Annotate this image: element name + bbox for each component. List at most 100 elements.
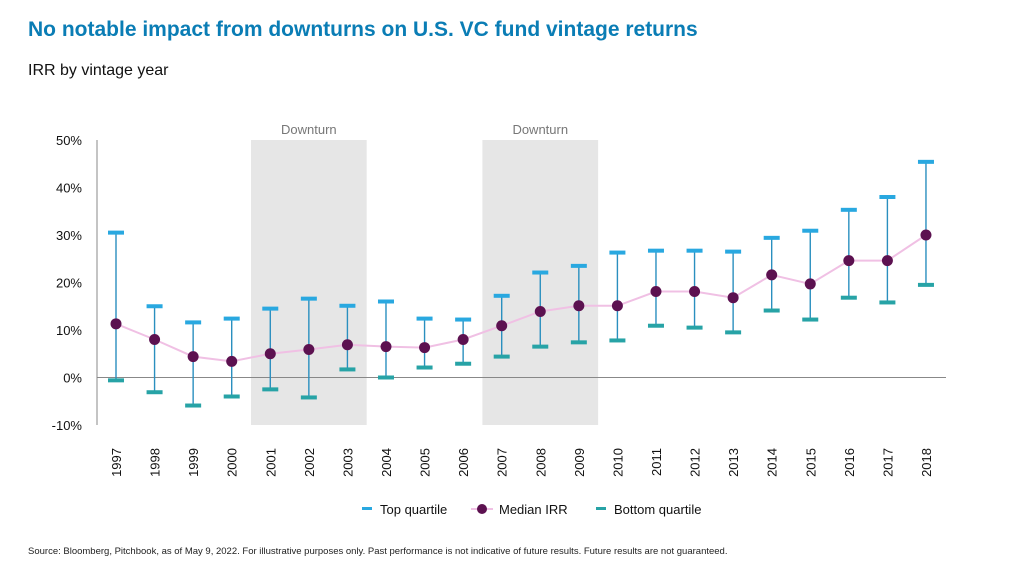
bottom-quartile-marker (879, 300, 896, 305)
x-tick-label: 2013 (726, 448, 741, 477)
top-quartile-marker (725, 249, 742, 254)
median-point (881, 255, 893, 267)
x-tick-label: 1997 (109, 448, 124, 477)
bottom-quartile-marker (108, 378, 124, 383)
top-quartile-marker (377, 299, 394, 304)
median-point (187, 351, 199, 363)
top-quartile-marker (223, 316, 240, 321)
bottom-quartile-marker (725, 330, 742, 335)
y-tick-label: 0% (63, 371, 82, 386)
top-quartile-marker (879, 195, 896, 199)
top-quartile-marker (802, 228, 819, 233)
median-point (149, 334, 161, 345)
top-quartile-marker (108, 230, 124, 235)
bottom-quartile-marker (185, 403, 202, 408)
median-point (804, 278, 816, 290)
legend-top-quartile: Top quartile (380, 502, 447, 517)
median-point (341, 339, 353, 351)
x-tick-label: 2017 (880, 448, 895, 477)
bottom-quartile-marker (146, 390, 163, 395)
median-point (650, 286, 662, 298)
top-quartile-marker (570, 263, 587, 268)
x-tick-label: 2003 (340, 448, 355, 477)
y-tick-label: 20% (56, 276, 82, 291)
median-point (496, 320, 508, 332)
bottom-quartile-marker (802, 317, 819, 322)
x-tick-label: 2006 (456, 448, 471, 477)
bottom-quartile-marker (840, 295, 857, 300)
legend-median-icon (477, 504, 487, 514)
x-tick-label: 2000 (225, 448, 240, 477)
top-quartile-marker (300, 296, 317, 301)
median-point (380, 341, 392, 353)
downturn-label: Downturn (512, 122, 568, 137)
source-note: Source: Bloomberg, Pitchbook, as of May … (28, 546, 728, 557)
bottom-quartile-marker (339, 367, 356, 372)
median-point (843, 255, 855, 267)
bottom-quartile-marker (609, 338, 626, 343)
top-quartile-marker (686, 248, 703, 253)
x-tick-label: 2007 (495, 448, 510, 477)
x-tick-label: 2015 (803, 448, 818, 477)
median-point (226, 355, 238, 367)
median-point (419, 342, 431, 354)
top-quartile-marker (493, 293, 510, 298)
bottom-quartile-marker (223, 394, 240, 399)
bottom-quartile-marker (262, 387, 279, 392)
median-point (264, 348, 276, 360)
x-tick-label: 2016 (842, 448, 857, 477)
top-quartile-marker (532, 270, 549, 275)
top-quartile-marker (455, 317, 472, 322)
y-tick-label: 40% (56, 181, 82, 196)
x-tick-label: 1998 (148, 448, 163, 477)
top-quartile-marker (262, 306, 279, 311)
chart-subtitle: IRR by vintage year (28, 62, 169, 79)
legend-median: Median IRR (499, 502, 568, 517)
bottom-quartile-marker (377, 375, 394, 380)
median-point (457, 334, 469, 345)
x-tick-label: 2001 (263, 448, 278, 477)
bottom-quartile-marker (917, 282, 934, 287)
top-quartile-marker (146, 304, 163, 309)
bottom-quartile-marker (532, 344, 549, 349)
bottom-quartile-marker (455, 361, 472, 366)
bottom-quartile-marker (570, 340, 587, 345)
x-tick-label: 2014 (765, 448, 780, 477)
x-tick-label: 2012 (688, 448, 703, 477)
y-tick-label: 50% (56, 133, 82, 148)
x-tick-label: 2008 (533, 448, 548, 477)
x-tick-label: 2010 (610, 448, 625, 477)
x-tick-label: 2005 (418, 448, 433, 477)
x-tick-label: 1999 (186, 448, 201, 477)
y-tick-label: -10% (52, 418, 83, 433)
x-tick-label: 2002 (302, 448, 317, 477)
legend-top-quartile-icon (362, 507, 372, 510)
median-point (303, 343, 315, 355)
x-tick-label: 2009 (572, 448, 587, 477)
top-quartile-marker (917, 159, 934, 164)
median-point (110, 318, 122, 330)
top-quartile-marker (609, 250, 626, 255)
top-quartile-marker (416, 316, 433, 321)
x-tick-label: 2004 (379, 448, 394, 477)
bottom-quartile-marker (686, 325, 703, 330)
downturn-label: Downturn (281, 122, 337, 137)
chart-title: No notable impact from downturns on U.S.… (28, 18, 698, 41)
x-tick-label: 2018 (919, 448, 934, 477)
bottom-quartile-marker (647, 323, 664, 328)
top-quartile-marker (763, 235, 780, 240)
legend-bottom-quartile-icon (596, 507, 606, 510)
median-point (920, 229, 932, 241)
top-quartile-marker (840, 207, 857, 212)
bottom-quartile-marker (493, 354, 510, 359)
median-line (115, 234, 927, 363)
y-tick-label: 30% (56, 228, 82, 243)
bottom-quartile-marker (300, 395, 317, 400)
median-point (766, 269, 778, 281)
median-point (611, 300, 623, 312)
x-tick-label: 2011 (649, 448, 664, 476)
legend-bottom-quartile: Bottom quartile (614, 502, 701, 517)
bottom-quartile-marker (416, 365, 433, 370)
bottom-quartile-marker (763, 308, 780, 313)
